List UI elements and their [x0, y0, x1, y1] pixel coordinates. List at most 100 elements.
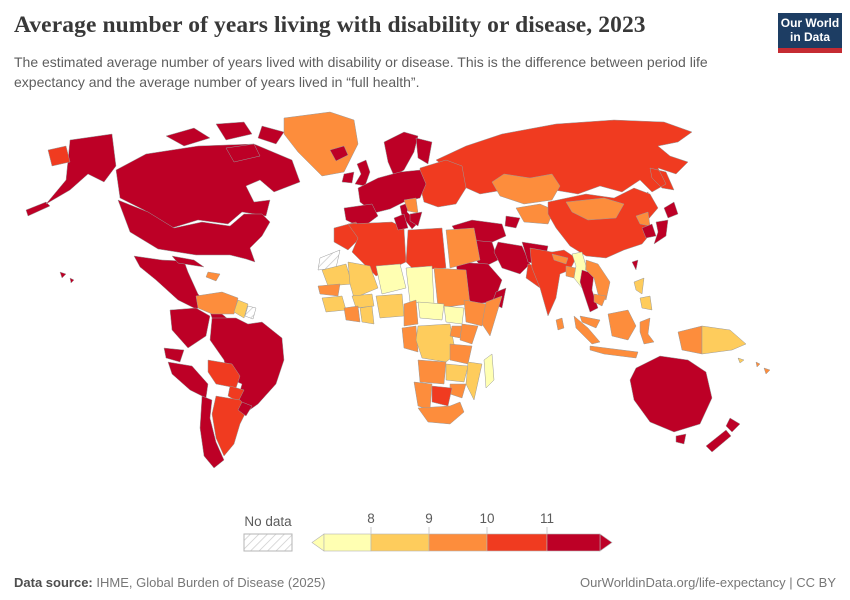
region-guinea[interactable]	[321, 295, 347, 313]
region-iceland[interactable]	[329, 145, 349, 162]
page-title: Average number of years living with disa…	[14, 12, 646, 38]
region-eastern-europe[interactable]	[419, 159, 467, 208]
region-uruguay[interactable]	[237, 401, 253, 417]
region-scandinavia[interactable]	[383, 131, 419, 177]
region-solomon-islands[interactable]	[737, 357, 745, 364]
region-tunisia[interactable]	[393, 213, 409, 231]
region-ivory-coast[interactable]	[343, 305, 361, 323]
region-philippines[interactable]	[633, 277, 653, 311]
legend-no-data-swatch[interactable]	[243, 533, 293, 552]
region-chukotka[interactable]	[47, 145, 71, 167]
region-senegal[interactable]	[317, 283, 341, 297]
world-map[interactable]	[0, 106, 850, 486]
region-india[interactable]	[529, 247, 577, 317]
region-uk[interactable]	[354, 159, 371, 187]
region-zambia[interactable]	[445, 363, 469, 383]
region-finland[interactable]	[415, 137, 433, 165]
region-gabon-congo[interactable]	[401, 325, 419, 353]
region-namibia[interactable]	[413, 381, 433, 411]
region-mongolia[interactable]	[565, 197, 625, 221]
region-chad[interactable]	[405, 265, 435, 305]
owid-logo-line2: in Data	[789, 29, 830, 44]
region-caucasus[interactable]	[504, 215, 521, 229]
region-indonesia[interactable]	[573, 309, 655, 359]
region-chile[interactable]	[199, 395, 225, 469]
legend-bin-<8[interactable]	[323, 533, 372, 552]
region-suriname[interactable]	[244, 305, 257, 320]
region-libya[interactable]	[405, 227, 447, 271]
region-hispaniola[interactable]	[205, 271, 221, 282]
legend-tick-label-10: 10	[479, 511, 494, 526]
owid-logo-stripe	[778, 48, 842, 53]
legend-bin-9-10[interactable]	[428, 533, 488, 552]
region-niger[interactable]	[375, 263, 407, 295]
region-kazakhstan[interactable]	[491, 173, 561, 205]
region-zimbabwe[interactable]	[449, 383, 467, 399]
region-central-african-republic[interactable]	[417, 301, 445, 321]
region-russia[interactable]	[435, 119, 693, 211]
region-mali[interactable]	[347, 261, 379, 299]
region-madagascar[interactable]	[483, 353, 495, 389]
region-greece[interactable]	[409, 211, 423, 227]
region-south-korea[interactable]	[641, 223, 657, 239]
region-south-sudan[interactable]	[443, 305, 465, 325]
region-nepal[interactable]	[551, 253, 569, 265]
legend-tick-label-9: 9	[425, 511, 433, 526]
region-greenland[interactable]	[283, 111, 359, 177]
chart-subtitle: The estimated average number of years li…	[14, 54, 708, 91]
legend-bin-8-9[interactable]	[370, 533, 430, 552]
region-somalia[interactable]	[481, 295, 503, 337]
data-source-label: Data source:	[14, 575, 93, 590]
legend-bin-10-11[interactable]	[486, 533, 548, 552]
region-west-new-guinea[interactable]	[677, 325, 703, 355]
map-legend[interactable]: No data 8 9 10 11	[0, 504, 850, 556]
region-new-zealand[interactable]	[705, 417, 741, 453]
region-venezuela[interactable]	[195, 291, 239, 315]
data-source: Data source: IHME, Global Burden of Dise…	[14, 575, 325, 590]
region-papua-new-guinea[interactable]	[701, 325, 747, 355]
region-alaska[interactable]	[45, 133, 117, 205]
region-iran[interactable]	[493, 241, 531, 275]
region-nigeria[interactable]	[375, 293, 405, 319]
region-south-africa[interactable]	[417, 401, 465, 425]
region-guyana[interactable]	[233, 299, 249, 319]
legend-arrow-left	[311, 533, 325, 552]
region-ecuador[interactable]	[163, 347, 185, 363]
region-malaysia[interactable]	[579, 315, 601, 329]
region-hawaii[interactable]	[59, 271, 75, 284]
region-egypt[interactable]	[445, 227, 481, 269]
region-tanzania[interactable]	[449, 343, 473, 365]
region-australia[interactable]	[629, 355, 713, 433]
legend-tick-label-11: 11	[540, 511, 554, 526]
region-cuba[interactable]	[171, 255, 205, 268]
region-cambodia[interactable]	[593, 293, 607, 307]
region-aleutians[interactable]	[25, 201, 51, 217]
region-taiwan[interactable]	[631, 259, 639, 271]
region-mozambique[interactable]	[465, 361, 483, 401]
region-japan[interactable]	[653, 201, 679, 245]
region-usa[interactable]	[117, 199, 271, 263]
footer-link[interactable]: OurWorldinData.org/life-expectancy | CC …	[579, 575, 836, 590]
region-canadian-arctic[interactable]	[165, 121, 285, 163]
region-ethiopia[interactable]	[463, 299, 487, 327]
region-colombia[interactable]	[169, 307, 211, 349]
owid-logo[interactable]: Our World in Data	[778, 13, 842, 48]
region-sri-lanka[interactable]	[555, 317, 565, 331]
region-uganda[interactable]	[449, 325, 463, 339]
region-fiji[interactable]	[755, 361, 771, 375]
region-ghana[interactable]	[359, 305, 375, 325]
region-botswana[interactable]	[431, 385, 453, 407]
chart-footer: Data source: IHME, Global Burden of Dise…	[14, 575, 836, 590]
legend-bin->11[interactable]	[546, 533, 601, 552]
world-map-container	[0, 106, 850, 486]
region-tasmania[interactable]	[675, 433, 687, 445]
region-kenya[interactable]	[459, 323, 479, 345]
region-angola[interactable]	[417, 359, 447, 385]
map-legend-container: No data 8 9 10 11	[0, 504, 850, 556]
region-ireland[interactable]	[341, 171, 355, 184]
region-iberia[interactable]	[343, 203, 379, 229]
region-burkina-faso[interactable]	[351, 293, 375, 309]
region-peru[interactable]	[167, 361, 209, 399]
region-cameroon[interactable]	[403, 299, 419, 327]
